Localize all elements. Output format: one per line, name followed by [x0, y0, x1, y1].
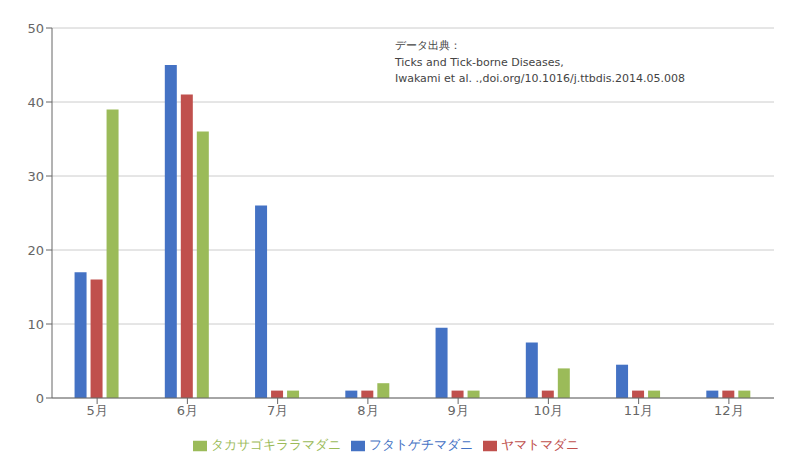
svg-text:20: 20 [27, 243, 44, 258]
svg-text:9月: 9月 [447, 403, 468, 418]
html-text:タカサゴキララマダニ: タカサゴキララマダニ [211, 437, 341, 452]
html-text:フタトゲチマダニ: フタトゲチマダニ [369, 437, 473, 452]
svg-text:50: 50 [27, 21, 44, 36]
svg-text:10月: 10月 [534, 403, 564, 418]
svg-text:8月: 8月 [357, 403, 378, 418]
html-text:Ticks and Tick-borne Diseases,: Ticks and Tick-borne Diseases, [394, 55, 564, 69]
svg-text:30: 30 [27, 169, 44, 184]
svg-text:7月: 7月 [267, 403, 288, 418]
html-text:Iwakami et al. .,doi.org/10.10: Iwakami et al. .,doi.org/10.1016/j.ttbdi… [394, 72, 686, 85]
svg-text:6月: 6月 [177, 403, 198, 418]
svg-text:40: 40 [27, 95, 44, 110]
html-text:ヤマトマダニ: ヤマトマダニ [501, 437, 579, 452]
svg-text:0: 0 [36, 391, 44, 406]
svg-text:10: 10 [27, 317, 44, 332]
html-text:データ出典：: データ出典： [394, 39, 461, 52]
svg-text:5月: 5月 [86, 403, 107, 418]
svg-text:12月: 12月 [714, 403, 744, 418]
svg-text:11月: 11月 [624, 403, 654, 418]
